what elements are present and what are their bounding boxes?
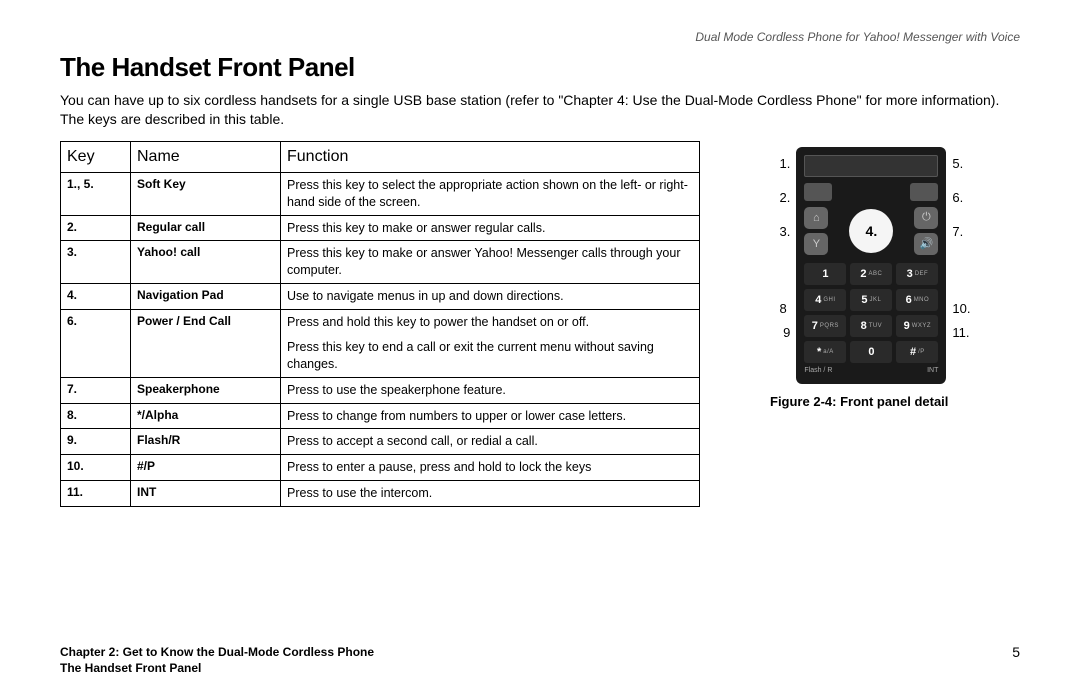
- callout-label: 3.: [780, 215, 791, 249]
- phone-screen: [804, 155, 938, 177]
- intro-text: You can have up to six cordless handsets…: [60, 91, 1020, 129]
- keypad-key: 2ABC: [850, 263, 892, 285]
- power-icon: ⏻: [914, 207, 938, 229]
- table-row: 7.SpeakerphonePress to use the speakerph…: [61, 377, 700, 403]
- callout-label: 7.: [952, 215, 970, 249]
- yahoo-call-icon: Y: [804, 233, 828, 255]
- nav-pad: 4.: [849, 209, 893, 253]
- cell-key: 3.: [61, 241, 131, 284]
- cell-name: Regular call: [131, 215, 281, 241]
- callout-label: 5.: [952, 147, 970, 181]
- keypad-key: 8TUV: [850, 315, 892, 337]
- figure-caption: Figure 2-4: Front panel detail: [770, 394, 1020, 409]
- cell-function: Press this key to select the appropriate…: [281, 172, 700, 215]
- cell-name: Yahoo! call: [131, 241, 281, 284]
- cell-name: Flash/R: [131, 429, 281, 455]
- cell-key: 11.: [61, 481, 131, 507]
- cell-function: Press to change from numbers to upper or…: [281, 403, 700, 429]
- page-title: The Handset Front Panel: [60, 52, 1020, 83]
- cell-function: Press this key to make or answer regular…: [281, 215, 700, 241]
- table-row: 9.Flash/RPress to accept a second call, …: [61, 429, 700, 455]
- cell-key: 9.: [61, 429, 131, 455]
- product-header: Dual Mode Cordless Phone for Yahoo! Mess…: [60, 30, 1020, 44]
- cell-name: #/P: [131, 455, 281, 481]
- th-name: Name: [131, 141, 281, 172]
- cell-name: Power / End Call: [131, 310, 281, 378]
- cell-key: 6.: [61, 310, 131, 378]
- softkey-right: [910, 183, 938, 201]
- table-row: 8.*/AlphaPress to change from numbers to…: [61, 403, 700, 429]
- keypad-key: 9WXYZ: [896, 315, 938, 337]
- keypad-key: 1: [804, 263, 846, 285]
- regular-call-icon: ⌂: [804, 207, 828, 229]
- cell-function: Use to navigate menus in up and down dir…: [281, 284, 700, 310]
- callout-label: 1.: [780, 147, 791, 181]
- cell-key: 1., 5.: [61, 172, 131, 215]
- callout-label: 11.: [952, 319, 970, 347]
- footer-left: Chapter 2: Get to Know the Dual-Mode Cor…: [60, 644, 374, 676]
- int-label: INT: [927, 367, 938, 374]
- phone-illustration: ⌂ Y 4. ⏻ 🔊 12ABC3DEF 4GHI5JKL6MNO 7PQRS8TU…: [796, 147, 946, 384]
- cell-name: */Alpha: [131, 403, 281, 429]
- keypad-key: 3DEF: [896, 263, 938, 285]
- cell-function: Press to use the intercom.: [281, 481, 700, 507]
- keypad-key: 6MNO: [896, 289, 938, 311]
- figure-wrap: 1.2.3.89 ⌂ Y 4. ⏻ 🔊: [730, 147, 1020, 384]
- cell-function: Press this key to make or answer Yahoo! …: [281, 241, 700, 284]
- table-row: 4.Navigation PadUse to navigate menus in…: [61, 284, 700, 310]
- callout-label: 10.: [952, 249, 970, 319]
- cell-name: INT: [131, 481, 281, 507]
- cell-name: Navigation Pad: [131, 284, 281, 310]
- callout-label: 6.: [952, 181, 970, 215]
- cell-key: 7.: [61, 377, 131, 403]
- table-row: 2.Regular callPress this key to make or …: [61, 215, 700, 241]
- cell-function: Press and hold this key to power the han…: [281, 310, 700, 378]
- keypad-key: 4GHI: [804, 289, 846, 311]
- cell-key: 2.: [61, 215, 131, 241]
- cell-function: Press to use the speakerphone feature.: [281, 377, 700, 403]
- keypad-key: 7PQRS: [804, 315, 846, 337]
- cell-key: 10.: [61, 455, 131, 481]
- footer-page: 5: [1012, 644, 1020, 660]
- softkey-left: [804, 183, 832, 201]
- th-key: Key: [61, 141, 131, 172]
- cell-key: 4.: [61, 284, 131, 310]
- footer-chapter: Chapter 2: Get to Know the Dual-Mode Cor…: [60, 644, 374, 660]
- cell-function: Press to accept a second call, or redial…: [281, 429, 700, 455]
- table-row: 11.INTPress to use the intercom.: [61, 481, 700, 507]
- table-row: 1., 5.Soft KeyPress this key to select t…: [61, 172, 700, 215]
- flash-label: Flash / R: [804, 367, 832, 374]
- table-row: 3.Yahoo! callPress this key to make or a…: [61, 241, 700, 284]
- callout-label: 9: [780, 319, 791, 347]
- speaker-icon: 🔊: [914, 233, 938, 255]
- key-table: Key Name Function 1., 5.Soft KeyPress th…: [60, 141, 700, 507]
- footer-section: The Handset Front Panel: [60, 660, 374, 676]
- th-function: Function: [281, 141, 700, 172]
- cell-name: Soft Key: [131, 172, 281, 215]
- table-row: 10.#/PPress to enter a pause, press and …: [61, 455, 700, 481]
- cell-key: 8.: [61, 403, 131, 429]
- keypad-key: *a/A: [804, 341, 846, 363]
- keypad-key: 5JKL: [850, 289, 892, 311]
- keypad-key: 0: [850, 341, 892, 363]
- cell-name: Speakerphone: [131, 377, 281, 403]
- callout-label: 2.: [780, 181, 791, 215]
- table-row: 6.Power / End CallPress and hold this ke…: [61, 310, 700, 378]
- cell-function: Press to enter a pause, press and hold t…: [281, 455, 700, 481]
- keypad-key: #/P: [896, 341, 938, 363]
- callout-label: 8: [780, 249, 791, 319]
